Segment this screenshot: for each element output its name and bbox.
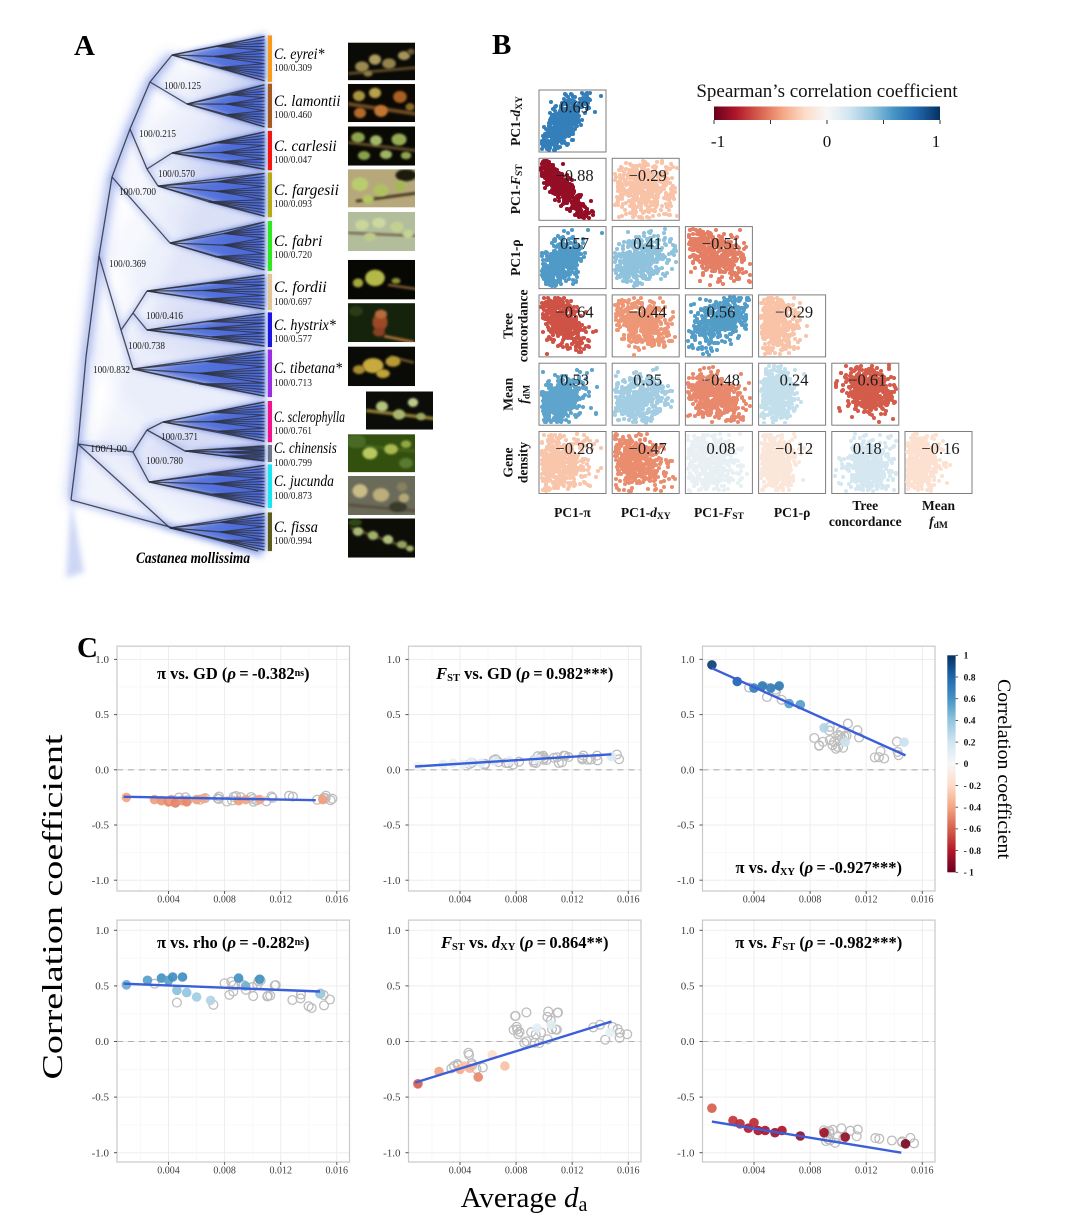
svg-text:100/0.780: 100/0.780: [146, 456, 183, 467]
svg-text:C. fissa: C. fissa: [274, 519, 318, 536]
svg-text:−0.88: −0.88: [555, 166, 593, 185]
svg-text:−0.64: −0.64: [555, 302, 593, 321]
svg-text:100/1.00: 100/1.00: [90, 444, 127, 455]
svg-text:100/0.215: 100/0.215: [139, 129, 176, 140]
svg-text:100/0.761: 100/0.761: [274, 425, 312, 437]
svg-text:0.69: 0.69: [560, 98, 589, 117]
svg-text:−0.51: −0.51: [702, 234, 740, 253]
svg-text:100/0.713: 100/0.713: [274, 377, 312, 389]
svg-text:100/0.369: 100/0.369: [109, 259, 146, 270]
svg-text:100/0.371: 100/0.371: [161, 432, 198, 443]
svg-text:C. sclerophylla: C. sclerophylla: [274, 409, 345, 426]
svg-text:100/0.460: 100/0.460: [274, 109, 312, 121]
svg-text:Castanea mollissima: Castanea mollissima: [136, 550, 250, 567]
svg-text:−0.29: −0.29: [775, 302, 813, 321]
svg-text:100/0.873: 100/0.873: [274, 490, 312, 502]
svg-text:100/0.577: 100/0.577: [274, 333, 312, 345]
svg-text:0.41: 0.41: [633, 234, 662, 253]
svg-text:100/0.700: 100/0.700: [119, 187, 156, 198]
svg-text:C. carlesii: C. carlesii: [274, 138, 337, 155]
svg-text:C. jucunda: C. jucunda: [274, 473, 334, 490]
svg-text:100/0.720: 100/0.720: [274, 249, 312, 261]
svg-text:100/0.125: 100/0.125: [164, 81, 201, 92]
svg-text:−0.44: −0.44: [629, 302, 667, 321]
svg-text:100/0.416: 100/0.416: [146, 311, 183, 322]
svg-text:100/0.570: 100/0.570: [158, 169, 195, 180]
svg-text:100/0.309: 100/0.309: [274, 62, 312, 74]
svg-text:C. eyrei*: C. eyrei*: [274, 46, 325, 63]
svg-text:0.57: 0.57: [560, 234, 589, 253]
svg-text:C. fordii: C. fordii: [274, 279, 327, 296]
svg-text:C. chinensis: C. chinensis: [274, 440, 337, 457]
svg-text:100/0.738: 100/0.738: [128, 341, 165, 352]
svg-text:100/0.697: 100/0.697: [274, 296, 312, 308]
svg-text:C. fabri: C. fabri: [274, 233, 322, 250]
svg-text:100/0.832: 100/0.832: [93, 365, 130, 376]
svg-text:100/0.047: 100/0.047: [274, 154, 312, 166]
svg-text:C. hystrix*: C. hystrix*: [274, 317, 336, 334]
svg-text:C. lamontii: C. lamontii: [274, 93, 341, 110]
svg-text:−0.29: −0.29: [629, 166, 667, 185]
svg-text:A: A: [74, 30, 95, 62]
svg-text:C. tibetana*: C. tibetana*: [274, 360, 342, 377]
svg-text:0.56: 0.56: [706, 302, 735, 321]
svg-text:100/0.994: 100/0.994: [274, 535, 312, 547]
svg-text:100/0.093: 100/0.093: [274, 198, 312, 210]
svg-text:C. fargesii: C. fargesii: [274, 182, 339, 199]
svg-text:100/0.799: 100/0.799: [274, 457, 312, 469]
